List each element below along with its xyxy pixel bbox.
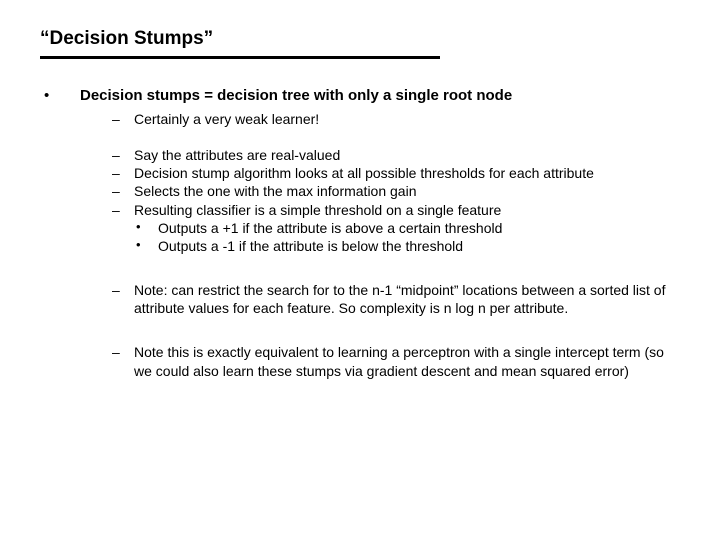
bullet-dot-icon: • — [40, 87, 80, 106]
list-item-text: Say the attributes are real-valued — [134, 146, 680, 164]
list-item: – Certainly a very weak learner! — [112, 110, 680, 128]
group-3: – Note: can restrict the search for to t… — [112, 281, 680, 317]
list-item: – Note this is exactly equivalent to lea… — [112, 343, 680, 379]
list-item: – Selects the one with the max informati… — [112, 182, 680, 200]
dash-icon: – — [112, 146, 134, 164]
dash-icon: – — [112, 110, 134, 128]
slide-title: “Decision Stumps” — [40, 28, 680, 50]
list-item-text: Outputs a +1 if the attribute is above a… — [158, 219, 680, 237]
dash-icon: – — [112, 182, 134, 200]
title-rule — [40, 56, 440, 59]
dash-icon: – — [112, 281, 134, 317]
list-item: – Decision stump algorithm looks at all … — [112, 164, 680, 182]
list-item: • Outputs a +1 if the attribute is above… — [136, 219, 680, 237]
list-item-text: Note: can restrict the search for to the… — [134, 281, 680, 317]
bullet-level1-text: Decision stumps = decision tree with onl… — [80, 87, 512, 106]
list-item-text: Resulting classifier is a simple thresho… — [134, 201, 680, 219]
list-item-text: Selects the one with the max information… — [134, 182, 680, 200]
dash-icon: – — [112, 164, 134, 182]
bullet-level1: • Decision stumps = decision tree with o… — [40, 87, 680, 106]
list-item-text: Decision stump algorithm looks at all po… — [134, 164, 680, 182]
list-item: • Outputs a -1 if the attribute is below… — [136, 237, 680, 255]
bullet-dot-icon: • — [136, 219, 158, 237]
group-4: – Note this is exactly equivalent to lea… — [112, 343, 680, 379]
list-item: – Resulting classifier is a simple thres… — [112, 201, 680, 219]
bullet-dot-icon: • — [136, 237, 158, 255]
group-1: – Certainly a very weak learner! — [112, 110, 680, 128]
list-item-text: Outputs a -1 if the attribute is below t… — [158, 237, 680, 255]
group-2-sub: • Outputs a +1 if the attribute is above… — [136, 219, 680, 255]
list-item-text: Certainly a very weak learner! — [134, 110, 680, 128]
list-item: – Say the attributes are real-valued — [112, 146, 680, 164]
dash-icon: – — [112, 201, 134, 219]
list-item: – Note: can restrict the search for to t… — [112, 281, 680, 317]
list-item-text: Note this is exactly equivalent to learn… — [134, 343, 680, 379]
dash-icon: – — [112, 343, 134, 379]
group-2: – Say the attributes are real-valued – D… — [112, 146, 680, 255]
